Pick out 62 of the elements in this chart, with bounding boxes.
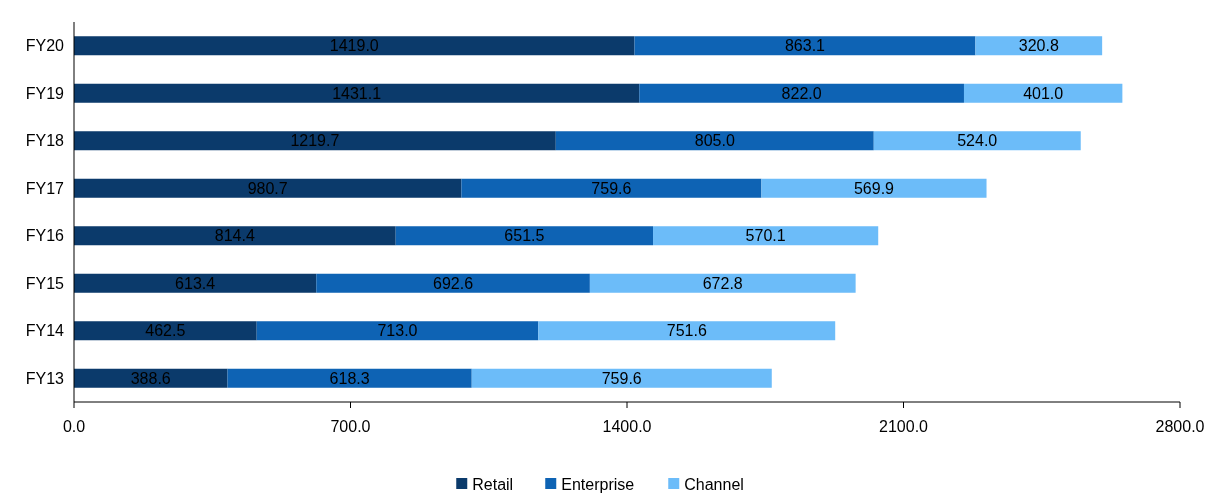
legend-label: Enterprise: [561, 475, 635, 493]
bar: [555, 131, 874, 151]
bar: [639, 83, 964, 103]
y-tick-label: FY17: [25, 179, 65, 197]
y-tick-label: FY19: [25, 84, 65, 102]
data-label: 651.5: [504, 227, 545, 245]
data-label: 1419.0: [329, 37, 379, 55]
data-label: 401.0: [1023, 84, 1064, 102]
y-tick-label: FY18: [25, 132, 65, 150]
legend-label: Channel: [684, 475, 744, 493]
bar: [653, 226, 879, 246]
data-label: 613.4: [175, 274, 216, 292]
data-label: 1219.7: [290, 132, 340, 150]
bar: [74, 36, 635, 56]
bar: [316, 273, 590, 293]
legend-label: Retail: [472, 475, 514, 493]
bar: [634, 36, 976, 56]
y-tick-label: FY13: [25, 369, 65, 387]
bar: [74, 131, 556, 151]
data-label: 759.6: [591, 179, 632, 197]
data-label: 692.6: [433, 274, 474, 292]
bar: [538, 321, 836, 341]
data-label: 672.8: [702, 274, 743, 292]
bar: [74, 83, 640, 103]
bar: [74, 178, 462, 198]
bar: [471, 368, 772, 388]
x-tick-label: 700.0: [330, 418, 371, 435]
data-label: 1431.1: [332, 84, 382, 102]
data-label: 524.0: [957, 132, 998, 150]
data-label: 713.0: [377, 322, 418, 340]
y-tick-label: FY16: [25, 227, 65, 245]
bar: [963, 83, 1123, 103]
bar: [74, 273, 317, 293]
x-tick-label: 2800.0: [1155, 418, 1205, 435]
x-tick-label: 2100.0: [879, 418, 929, 435]
data-label: 805.0: [694, 132, 735, 150]
data-label: 320.8: [1018, 37, 1059, 55]
data-label: 759.6: [601, 369, 642, 387]
bar: [461, 178, 762, 198]
data-label: 980.7: [247, 179, 288, 197]
bar: [74, 321, 257, 341]
y-tick-label: FY15: [25, 274, 65, 292]
data-label: 388.6: [130, 369, 171, 387]
data-label: 570.1: [745, 227, 786, 245]
x-tick-label: 1400.0: [602, 418, 652, 435]
bar: [761, 178, 987, 198]
bar: [74, 226, 396, 246]
bar: [589, 273, 856, 293]
x-tick-label: 0.0: [62, 418, 86, 435]
data-label: 822.0: [781, 84, 822, 102]
data-label: 569.9: [853, 179, 895, 197]
y-tick-label: FY14: [25, 322, 65, 340]
bar: [227, 368, 472, 388]
bar: [873, 131, 1081, 151]
data-label: 462.5: [145, 322, 186, 340]
y-tick-label: FY20: [25, 37, 65, 55]
data-label: 814.4: [214, 227, 255, 245]
data-label: 618.3: [329, 369, 370, 387]
data-label: 751.6: [666, 322, 707, 340]
data-label: 863.1: [784, 37, 826, 55]
bar: [256, 321, 539, 341]
bar: [395, 226, 654, 246]
